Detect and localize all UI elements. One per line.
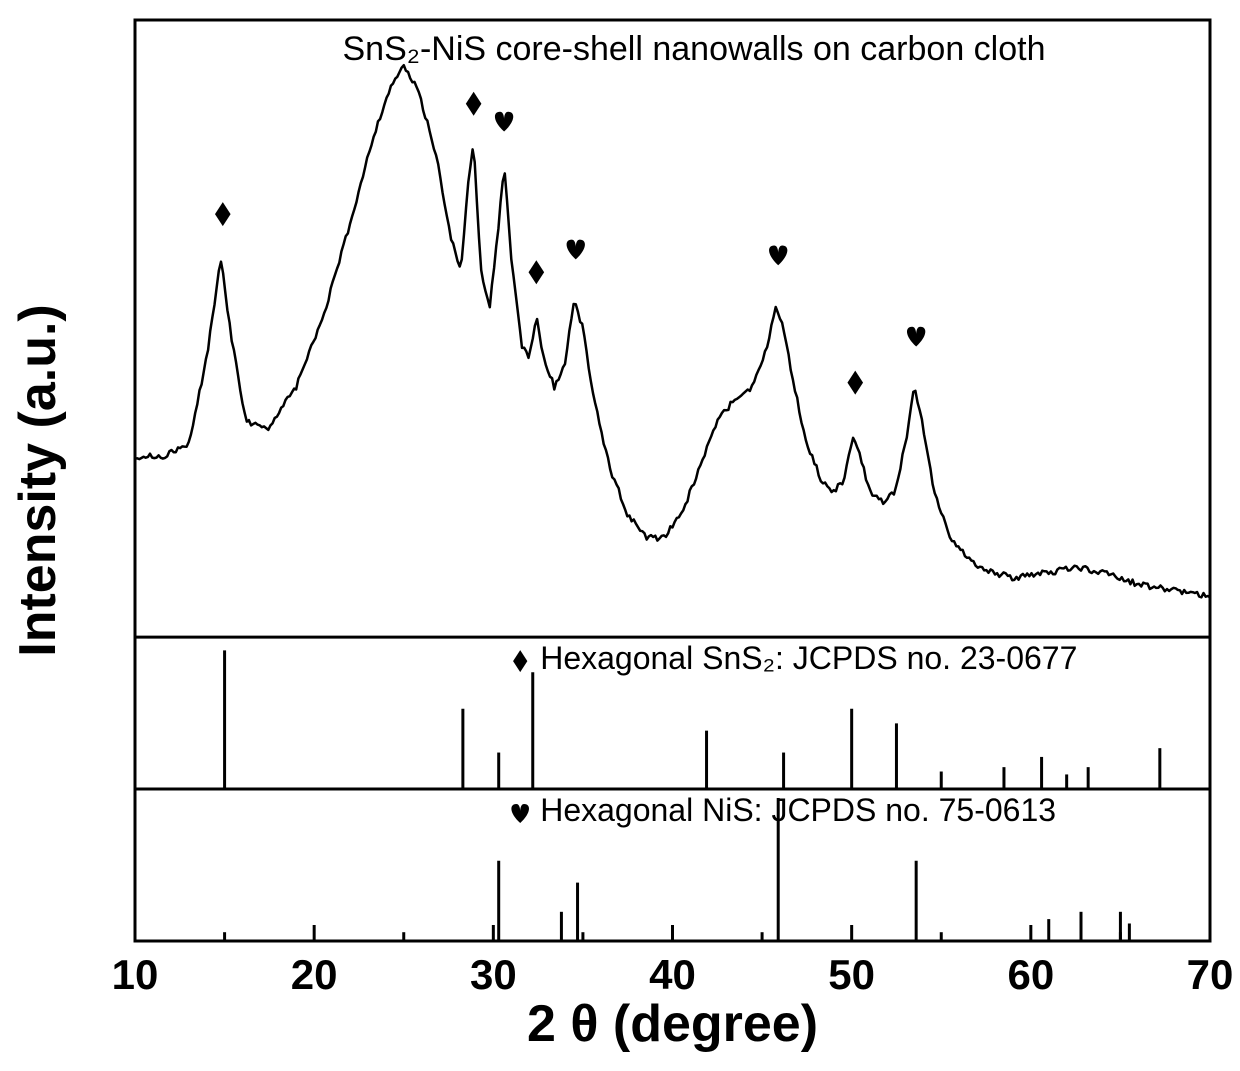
xrd-chart: 10 20 30 40 50 60 70 2 θ (degree) Intensity (a.u…: [0, 0, 1240, 1071]
svg-text:20: 20: [291, 951, 338, 998]
svg-text:Intensity (a.u.): Intensity (a.u.): [9, 304, 67, 656]
svg-text:30: 30: [470, 951, 517, 998]
svg-text:Hexagonal NiS: JCPDS no. 75-06: Hexagonal NiS: JCPDS no. 75-0613: [540, 792, 1056, 828]
xrd-svg: 10 20 30 40 50 60 70 2 θ (degree) Intensity (a.u…: [0, 0, 1240, 1071]
svg-text:60: 60: [1007, 951, 1054, 998]
svg-text:SnS₂-NiS core-shell nanowalls: SnS₂-NiS core-shell nanowalls on carbon …: [343, 30, 1046, 68]
svg-text:40: 40: [649, 951, 696, 998]
svg-text:10: 10: [112, 951, 159, 998]
svg-text:50: 50: [828, 951, 875, 998]
svg-text:70: 70: [1187, 951, 1234, 998]
svg-text:2 θ (degree): 2 θ (degree): [527, 995, 818, 1053]
svg-text:Hexagonal SnS₂: JCPDS no. 23-0: Hexagonal SnS₂: JCPDS no. 23-0677: [540, 640, 1077, 676]
